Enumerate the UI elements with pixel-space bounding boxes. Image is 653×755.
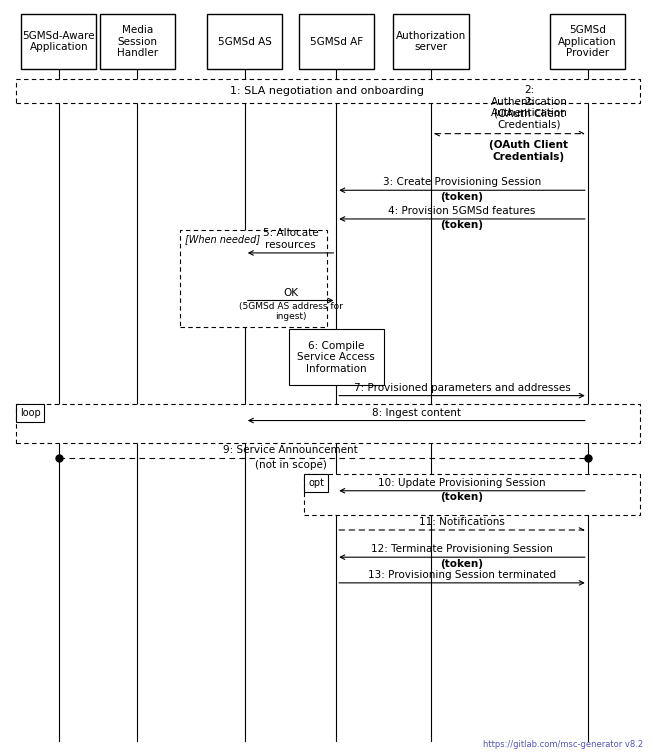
Text: 5GMSd
Application
Provider: 5GMSd Application Provider [558,25,617,58]
Bar [299,14,374,69]
Bar [304,474,640,515]
Text: [When needed]: [When needed] [185,234,260,244]
Bar [289,329,384,385]
Bar [208,14,283,69]
Text: 10: Update Provisioning Session: 10: Update Provisioning Session [378,478,546,488]
Text: (token): (token) [441,220,483,230]
Text: 9: Service Announcement: 9: Service Announcement [223,445,358,455]
Text: 13: Provisioning Session terminated: 13: Provisioning Session terminated [368,570,556,580]
Bar [393,14,469,69]
Text: opt: opt [308,478,324,488]
Bar [304,474,328,492]
Text: 3: Create Provisioning Session: 3: Create Provisioning Session [383,177,541,187]
Text: 5GMSd AS: 5GMSd AS [218,36,272,47]
Text: 11: Notifications: 11: Notifications [419,517,505,527]
Text: (token): (token) [441,559,483,569]
Text: 5GMSd-Aware
Application: 5GMSd-Aware Application [22,31,95,52]
Bar [550,14,626,69]
Text: 12: Terminate Provisioning Session: 12: Terminate Provisioning Session [371,544,553,554]
Text: Media
Session
Handler: Media Session Handler [117,25,157,58]
Text: loop: loop [20,408,40,418]
Text: 8: Ingest content: 8: Ingest content [372,408,461,418]
Bar [21,14,97,69]
Text: (token): (token) [441,192,483,202]
Text: (OAuth Client
Credentials): (OAuth Client Credentials) [490,140,568,162]
Text: (token): (token) [441,492,483,502]
Bar [16,404,44,422]
Text: 2:
Authentication
(OAuth Client
Credentials): 2: Authentication (OAuth Client Credenti… [490,85,567,130]
Bar [99,14,175,69]
Bar [16,404,640,443]
Text: 4: Provision 5GMSd features: 4: Provision 5GMSd features [389,206,535,216]
Text: 1: SLA negotiation and onboarding: 1: SLA negotiation and onboarding [229,86,424,97]
Bar [180,230,326,327]
Text: 2:
Authentication: 2: Authentication [490,97,567,130]
Text: Authorization
server: Authorization server [396,31,466,52]
Text: (5GMSd AS address for
ingest): (5GMSd AS address for ingest) [238,302,343,322]
Text: (not in scope): (not in scope) [255,460,326,470]
Text: OK: OK [283,288,298,298]
Text: 5GMSd AF: 5GMSd AF [310,36,363,47]
Text: 6: Compile
Service Access
Information: 6: Compile Service Access Information [297,341,375,374]
Bar [16,79,640,103]
Text: 5: Allocate
resources: 5: Allocate resources [263,228,319,250]
Text: https://gitlab.com/msc-generator v8.2: https://gitlab.com/msc-generator v8.2 [483,740,643,749]
Text: 7: Provisioned parameters and addresses: 7: Provisioned parameters and addresses [354,383,570,393]
